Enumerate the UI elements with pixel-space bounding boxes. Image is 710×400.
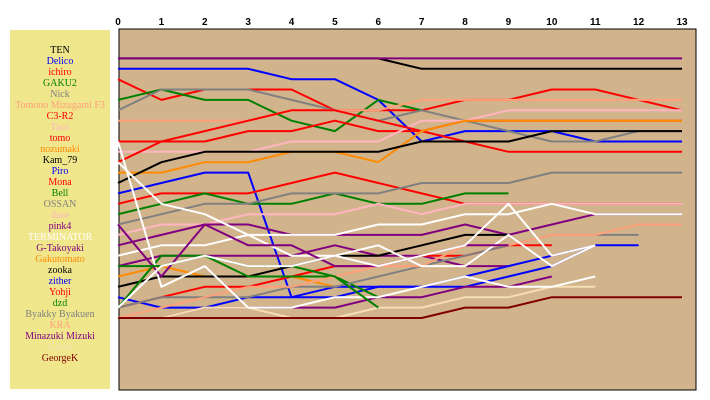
x-tick-label: 12 (633, 17, 645, 28)
legend-entry: Mona (48, 177, 72, 188)
legend-entry: pink4 (48, 221, 72, 232)
legend-entry: ichiro (48, 67, 72, 78)
legend-entry: Gakutomato (35, 254, 85, 265)
legend-entry: GeorgeK (41, 353, 79, 364)
legend-entry: Bell (51, 188, 69, 199)
legend-entry: TERMINATOR (27, 232, 93, 243)
series-line (117, 202, 682, 257)
legend-entry: daze (50, 210, 70, 221)
series-line (117, 88, 422, 133)
legend-entry: GAKU2 (43, 78, 77, 89)
x-tick-label: 0 (115, 17, 121, 28)
series-line (118, 67, 682, 143)
legend-entry: Minazuki Mizuki (25, 331, 95, 342)
series-line (117, 202, 682, 236)
series-line (117, 88, 682, 143)
x-tick-label: 11 (590, 17, 601, 28)
series-line (118, 98, 682, 122)
legend-entry: zither (48, 276, 72, 287)
x-tick-label: 6 (376, 17, 382, 28)
x-tick-label: 4 (289, 17, 295, 28)
series-line (117, 213, 682, 247)
series-line (117, 202, 596, 309)
x-tick-label: 10 (546, 17, 558, 28)
x-tick-label: 2 (202, 17, 208, 28)
legend-entry: TEN (50, 45, 70, 56)
legend-entry: nozumaki (40, 144, 80, 155)
x-tick-label: 5 (332, 17, 338, 28)
x-tick-label: 9 (506, 17, 512, 28)
x-tick-label: 1 (159, 17, 165, 28)
legend-entry: zooka (48, 265, 72, 276)
series-line (117, 192, 509, 216)
legend: TEN Delico ichiro GAKU2 Nick Tomono Mizugami … (10, 30, 110, 389)
legend-entry: Kam_79 (42, 155, 78, 166)
legend-entry: KRA (49, 320, 71, 331)
legend-entry: Taco (50, 122, 70, 133)
x-tick-label: 8 (462, 17, 468, 28)
legend-entry: Yohji (49, 287, 71, 298)
x-tick-label: 13 (676, 17, 688, 28)
legend-entry: C3-R2 (46, 111, 74, 122)
legend-entry: tomo (49, 133, 71, 144)
legend-entry: Delico (46, 56, 74, 67)
plot-area (118, 28, 697, 391)
x-tick-label: 3 (245, 17, 251, 28)
legend-entry: Tomono Mizugami F3 (15, 100, 105, 111)
legend-entry: Nick (50, 89, 70, 100)
x-tick-label: 7 (419, 17, 425, 28)
legend-entry: dzd (52, 298, 68, 309)
series-line (117, 161, 596, 268)
series-line (117, 141, 596, 309)
legend-entry: Ghost (48, 342, 72, 353)
legend-entry: Piro (51, 166, 69, 177)
legend-entry: Byakky Byakuen (25, 309, 95, 320)
legend-entry: G-Takoyaki (36, 243, 84, 254)
series-line (117, 109, 682, 164)
series-line (117, 130, 682, 184)
legend-entry: OSSAN (43, 199, 77, 210)
series-line (118, 296, 682, 319)
series-line (117, 171, 682, 226)
series-line (118, 285, 596, 319)
series-line (117, 223, 682, 319)
